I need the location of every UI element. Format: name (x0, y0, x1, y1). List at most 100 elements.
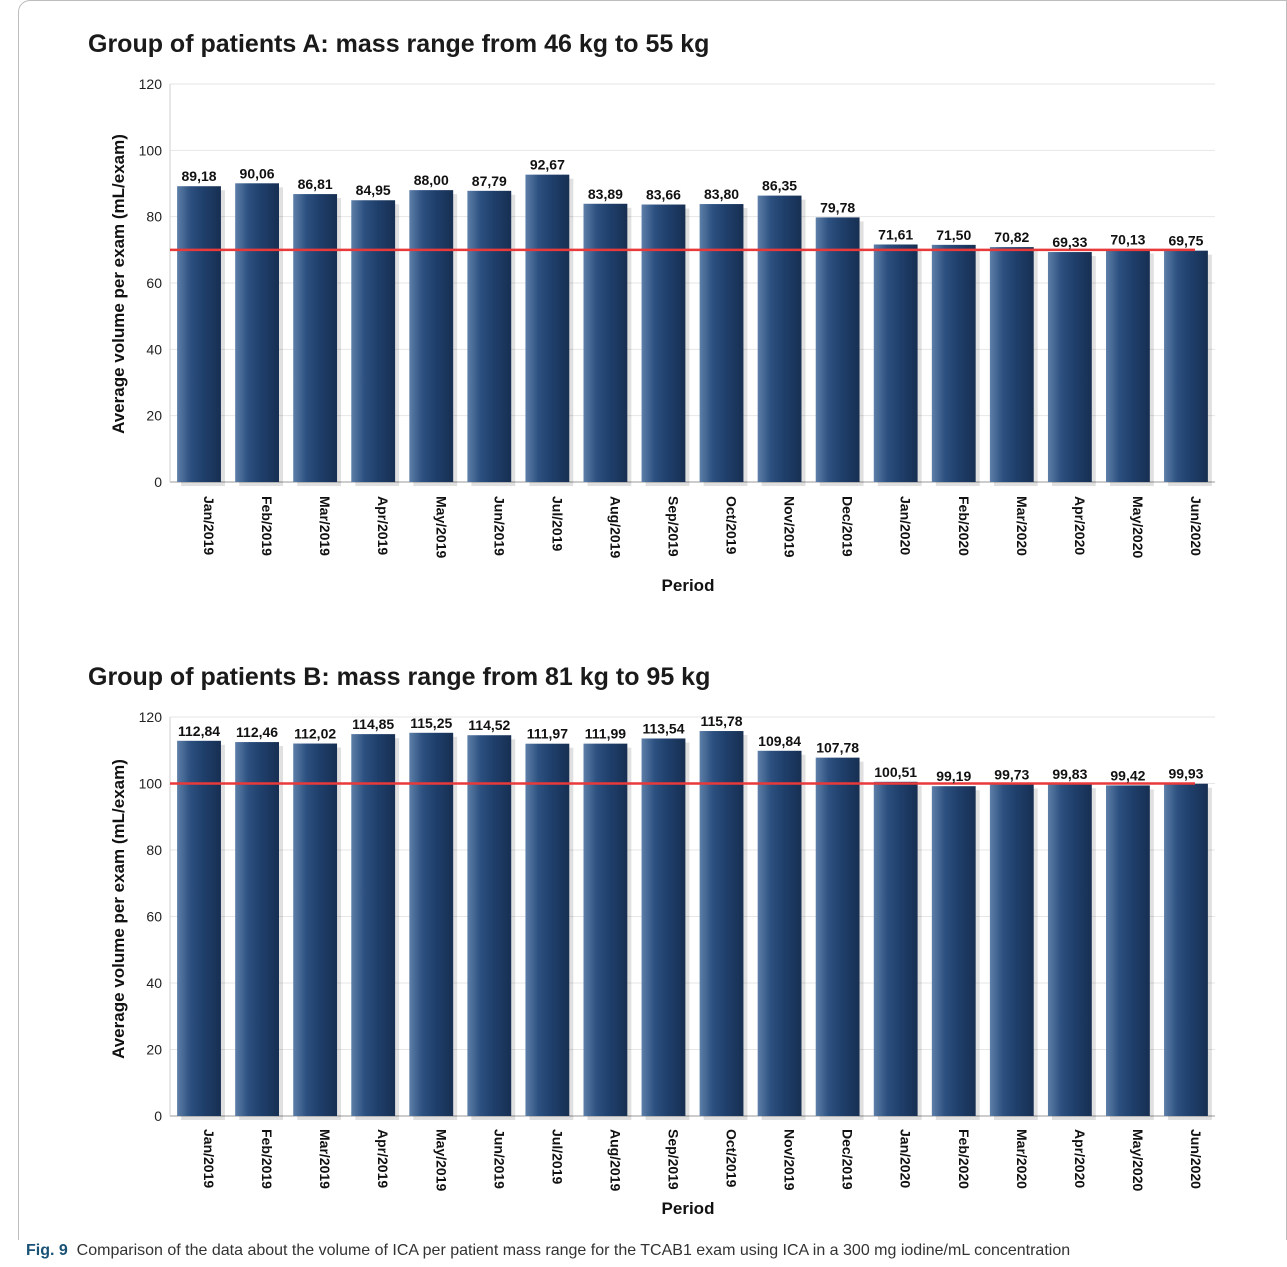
data-label: 99,73 (994, 766, 1029, 782)
bar (815, 757, 860, 1116)
x-tick-label: Mar/2020 (1014, 1129, 1030, 1189)
bar (583, 203, 628, 482)
data-label: 89,18 (182, 168, 217, 184)
data-label: 113,54 (642, 720, 684, 736)
bar (1047, 252, 1092, 482)
x-tick-label: Sep/2019 (665, 1129, 681, 1190)
x-ticks: Jan/2019 Feb/2019 Mar/2019 Apr/2019 May/2019… (201, 496, 1204, 558)
x-tick-label: Jan/2020 (898, 496, 914, 555)
data-label: 112,46 (236, 724, 278, 740)
y-tick-label: 0 (154, 474, 162, 490)
data-label: 99,42 (1110, 767, 1145, 783)
figure-label: Fig. 9 (26, 1242, 68, 1259)
bar (409, 190, 454, 482)
bar (757, 195, 802, 482)
bar (1164, 250, 1208, 482)
bar (1047, 784, 1092, 1116)
bar (177, 186, 221, 482)
caption-text: Comparison of the data about the volume … (76, 1242, 1071, 1259)
x-tick-label: Mar/2019 (317, 496, 333, 556)
bar (931, 786, 976, 1116)
data-label: 100,51 (874, 764, 917, 780)
y-tick-label: 0 (154, 1108, 162, 1124)
bars (177, 731, 1212, 1120)
x-tick-label: Jun/2019 (491, 496, 507, 556)
data-labels: 89,18 90,06 86,81 84,95 88,00 87,79 92,67 83,89… (182, 157, 1204, 250)
bar (1106, 785, 1150, 1116)
x-tick-label: Apr/2020 (1072, 1129, 1088, 1188)
y-tick-label: 120 (139, 76, 163, 92)
bar (235, 742, 279, 1116)
x-tick-label: Feb/2019 (259, 1129, 275, 1189)
data-label: 83,89 (588, 186, 623, 202)
x-tick-label: Nov/2019 (782, 1129, 798, 1191)
bar (699, 731, 744, 1116)
y-tick-label: 80 (146, 209, 162, 225)
x-tick-label: Apr/2020 (1072, 496, 1088, 555)
y-axis-label: Average volume per exam (mL/exam) (109, 134, 128, 434)
y-ticks: 0 20 40 60 80 100 120 (139, 76, 163, 490)
data-label: 109,84 (758, 733, 801, 749)
bar (409, 732, 454, 1116)
x-tick-label: Jul/2019 (549, 1129, 565, 1184)
x-tick-label: Oct/2019 (724, 1129, 740, 1188)
data-label: 83,66 (646, 187, 681, 203)
data-label: 99,19 (936, 768, 971, 784)
bar (467, 190, 512, 482)
data-label: 115,78 (700, 713, 742, 729)
data-label: 111,97 (527, 726, 568, 742)
bar (235, 183, 279, 482)
bar (989, 247, 1034, 482)
x-tick-label: Aug/2019 (607, 1129, 623, 1191)
data-label: 99,93 (1168, 766, 1203, 782)
bar (525, 174, 570, 482)
data-label: 71,50 (936, 227, 971, 243)
bar (989, 784, 1034, 1116)
y-tick-label: 20 (146, 408, 162, 424)
y-tick-label: 40 (146, 341, 162, 357)
data-label: 69,33 (1052, 234, 1087, 250)
x-axis-label: Period (662, 576, 715, 595)
bar (873, 244, 918, 482)
bar (351, 734, 396, 1116)
x-tick-label: Jun/2020 (1188, 1129, 1204, 1189)
x-tick-label: Dec/2019 (840, 1129, 856, 1190)
bar (351, 200, 396, 483)
x-axis-label: Period (662, 1199, 715, 1218)
x-tick-label: Feb/2020 (956, 1129, 972, 1189)
x-tick-label: Apr/2019 (375, 496, 391, 555)
bar (293, 743, 338, 1116)
data-label: 88,00 (414, 172, 449, 188)
bar (641, 738, 686, 1116)
data-label: 92,67 (530, 157, 565, 173)
x-tick-label: May/2019 (433, 1129, 449, 1191)
y-tick-label: 40 (146, 975, 162, 991)
data-label: 87,79 (472, 173, 507, 189)
bar (815, 217, 860, 482)
data-label: 79,78 (820, 199, 855, 215)
x-tick-label: Aug/2019 (607, 496, 623, 558)
data-label: 114,52 (468, 717, 510, 733)
data-labels: 112,84 112,46 112,02 114,85 115,25 114,52 111,… (178, 713, 1204, 784)
x-tick-label: Jun/2019 (491, 1129, 507, 1189)
data-label: 71,61 (878, 226, 913, 242)
bar (699, 204, 744, 482)
data-label: 84,95 (356, 182, 391, 198)
data-label: 83,80 (704, 186, 739, 202)
chart-group-a: Group of patients A: mass range from 46 … (88, 30, 1215, 595)
y-ticks: 0 20 40 60 80 100 120 (139, 709, 163, 1124)
bar (1164, 783, 1208, 1116)
y-tick-label: 20 (146, 1042, 162, 1058)
x-tick-label: Jan/2019 (201, 496, 217, 555)
y-tick-label: 60 (146, 909, 162, 925)
x-tick-label: Sep/2019 (665, 496, 681, 557)
y-axis-label: Average volume per exam (mL/exam) (109, 759, 128, 1059)
x-tick-label: Jan/2019 (201, 1129, 217, 1188)
data-label: 114,85 (352, 716, 394, 732)
data-label: 70,13 (1110, 231, 1145, 247)
x-tick-label: Apr/2019 (375, 1129, 391, 1188)
x-tick-label: Mar/2019 (317, 1129, 333, 1189)
bar (467, 735, 512, 1116)
x-tick-label: Jan/2020 (898, 1129, 914, 1188)
data-label: 111,99 (585, 726, 626, 742)
